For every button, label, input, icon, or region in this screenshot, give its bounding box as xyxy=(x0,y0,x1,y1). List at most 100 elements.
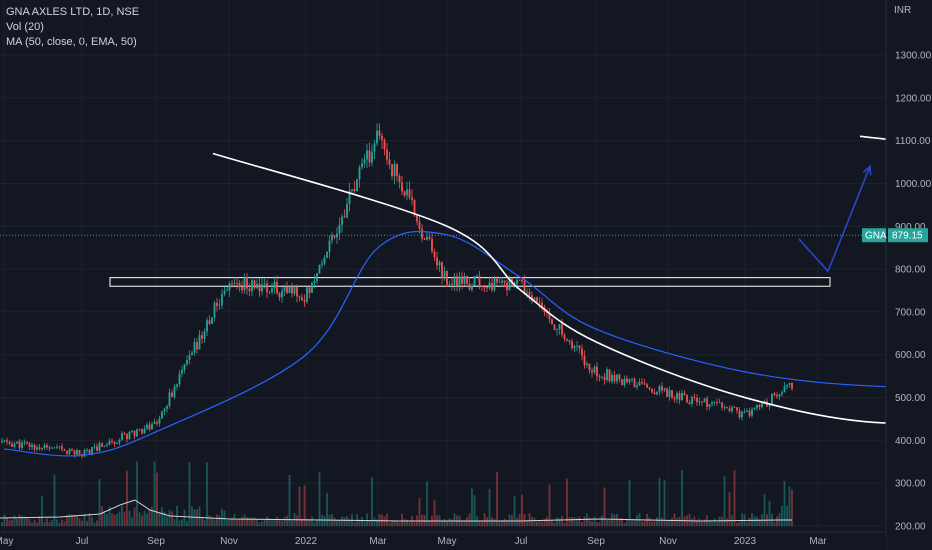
candle-body xyxy=(546,312,548,314)
legend-ma[interactable]: MA (50, close, 0, EMA, 50) xyxy=(6,36,137,48)
volume-bar xyxy=(341,516,343,526)
x-tick-label: May xyxy=(438,536,457,547)
y-tick-label: 400.00 xyxy=(895,436,926,447)
volume-bar xyxy=(343,517,346,526)
projection-arrow xyxy=(798,166,871,273)
candle-body xyxy=(403,191,406,196)
y-tick-label: 800.00 xyxy=(895,265,926,276)
candle-body xyxy=(401,182,403,192)
candle-body xyxy=(541,302,543,308)
candle-body xyxy=(328,240,331,253)
candle-body xyxy=(306,287,308,302)
candle-body xyxy=(563,334,566,340)
candle-body xyxy=(601,376,603,378)
volume-bar xyxy=(243,514,246,526)
candle-body xyxy=(693,396,696,398)
volume-bar xyxy=(118,511,121,526)
candle-body xyxy=(526,291,528,293)
volume-bars xyxy=(1,461,793,526)
candle-body xyxy=(778,394,781,397)
volume-bar xyxy=(53,474,56,526)
volume-bar xyxy=(571,516,573,526)
y-tick-label: 500.00 xyxy=(895,393,926,404)
volume-bar xyxy=(133,507,136,526)
volume-bar xyxy=(128,510,131,526)
candle-body xyxy=(788,383,791,385)
candle-body xyxy=(241,286,243,291)
volume-bar xyxy=(203,520,206,526)
candle-body xyxy=(83,450,86,457)
volume-bar xyxy=(461,521,463,526)
candle-body xyxy=(456,276,458,286)
candle-body xyxy=(608,369,611,382)
legend-title[interactable]: GNA AXLES LTD, 1D, NSE xyxy=(6,6,140,18)
candle-body xyxy=(663,388,666,391)
symbol-tag-label: GNA xyxy=(865,231,887,242)
candle-body xyxy=(183,364,186,370)
candle-body xyxy=(326,252,328,258)
candle-body xyxy=(568,340,571,342)
volume-bar xyxy=(583,516,586,526)
volume-bar xyxy=(338,519,341,526)
y-tick-label: 1100.00 xyxy=(895,136,931,147)
candle-body xyxy=(291,286,293,294)
volume-bar xyxy=(728,492,731,526)
candle-body xyxy=(251,280,253,292)
candle-body xyxy=(78,450,81,455)
volume-bar xyxy=(63,521,66,526)
volume-bar xyxy=(111,512,113,526)
volume-bar xyxy=(441,520,443,526)
candle-body xyxy=(416,215,418,222)
candle-body xyxy=(691,396,693,404)
volume-bar xyxy=(241,517,243,526)
candle-body xyxy=(698,401,701,403)
legend-volume[interactable]: Vol (20) xyxy=(6,21,44,33)
currency-label: INR xyxy=(894,5,911,16)
volume-bar xyxy=(773,522,776,526)
volume-bar xyxy=(753,516,756,526)
volume-bar xyxy=(81,521,83,526)
volume-bar xyxy=(43,522,46,526)
volume-bar xyxy=(513,495,516,526)
candle-body xyxy=(6,440,8,442)
volume-bar xyxy=(303,485,306,526)
volume-bar xyxy=(543,518,546,526)
candle-body xyxy=(711,402,713,405)
candle-body xyxy=(286,286,288,293)
volume-bar xyxy=(101,506,103,526)
volume-bar xyxy=(683,516,686,526)
volume-bar xyxy=(353,522,356,526)
candle-body xyxy=(536,297,538,302)
volume-bar xyxy=(168,509,171,526)
candle-body xyxy=(688,402,691,404)
candle-body xyxy=(191,352,193,356)
candle-body xyxy=(333,235,336,238)
volume-bar xyxy=(473,495,476,526)
candle-body xyxy=(396,163,398,176)
x-tick-label: Sep xyxy=(147,536,165,547)
x-tick-label: Nov xyxy=(220,536,238,547)
volume-bar xyxy=(88,513,91,526)
candle-body xyxy=(476,275,478,277)
volume-bar xyxy=(696,519,698,526)
candle-body xyxy=(426,236,428,240)
candle-body xyxy=(781,392,783,395)
volume-bar xyxy=(576,517,578,526)
volume-bar xyxy=(548,484,551,526)
candle-body xyxy=(13,443,16,447)
candle-body xyxy=(591,370,593,373)
candle-body xyxy=(368,150,371,163)
y-tick-label: 1300.00 xyxy=(895,51,932,62)
candle-body xyxy=(353,189,356,192)
candle-body xyxy=(751,409,753,416)
candle-body xyxy=(653,392,656,395)
candle-body xyxy=(71,449,73,451)
volume-bar xyxy=(758,519,761,526)
x-tick-label: May xyxy=(0,536,13,547)
volume-bar xyxy=(668,520,671,526)
candle-body xyxy=(66,450,68,454)
volume-bar xyxy=(326,492,328,526)
candle-body xyxy=(331,235,333,241)
volume-bar xyxy=(578,516,581,526)
